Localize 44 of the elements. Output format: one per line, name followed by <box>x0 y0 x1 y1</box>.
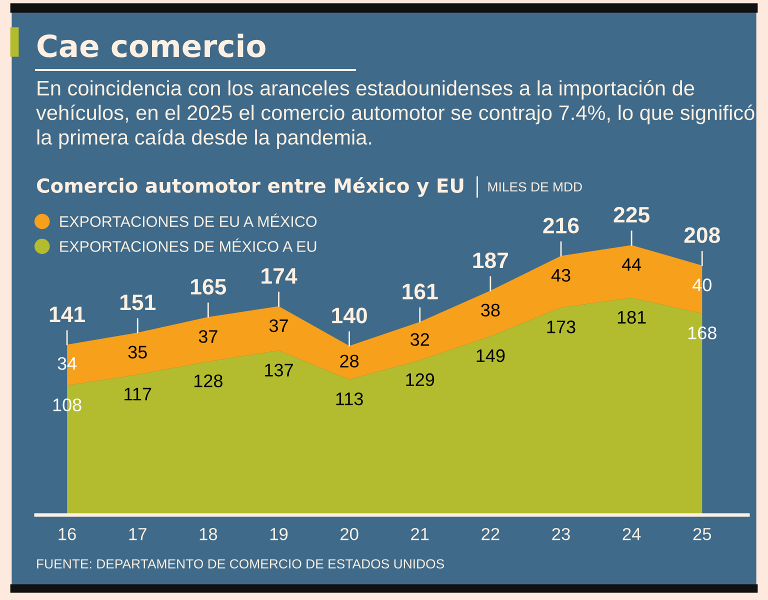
data-label: 137 <box>265 364 293 376</box>
data-label: 37 <box>269 319 288 332</box>
total-label: 225 <box>614 206 650 223</box>
total-label: 161 <box>402 284 438 300</box>
x-tick-label: 25 <box>693 528 712 540</box>
x-tick-label: 23 <box>552 528 570 540</box>
data-label: 128 <box>194 374 222 388</box>
data-label: 173 <box>547 320 576 334</box>
chart-subtitle: En coincidencia con los aranceles estadounidenses a la importación de vehículos, en el 2025 el comercio automotor se contrajo 7.4%, lo que significó la primera caída desde la pandemia. <box>36 80 754 149</box>
data-label: 28 <box>340 354 359 368</box>
total-label: 174 <box>262 268 298 284</box>
data-label: 37 <box>198 330 218 343</box>
x-tick-label: 22 <box>482 528 500 540</box>
data-label: 43 <box>551 268 570 282</box>
x-tick-label: 20 <box>340 528 358 540</box>
data-label: 108 <box>53 398 82 412</box>
data-label: 35 <box>128 346 147 358</box>
data-label: 181 <box>618 310 646 324</box>
data-label: 32 <box>410 333 430 346</box>
x-tick-label: 17 <box>129 528 146 540</box>
x-tick-label: 19 <box>270 528 288 540</box>
data-label: 129 <box>406 373 434 386</box>
data-label: 38 <box>481 304 500 317</box>
legend-label: EXPORTACIONES DE EU A MÉXICO <box>60 214 317 227</box>
chart-title: Cae comercio <box>38 34 266 58</box>
total-label: 187 <box>473 252 508 268</box>
total-label: 140 <box>332 308 367 324</box>
source-note: FUENTE: DEPARTAMENTO DE COMERCIO DE ESTADOS UNIDOS <box>37 559 444 569</box>
x-tick-label: 18 <box>200 528 218 540</box>
legend-label: EXPORTACIONES DE MÉXICO A EU <box>60 238 316 252</box>
total-label: 141 <box>50 306 85 322</box>
total-label: 165 <box>191 278 226 295</box>
data-label: 44 <box>622 258 642 271</box>
total-label: 216 <box>543 218 579 234</box>
x-tick-label: 21 <box>411 528 429 540</box>
total-label: 208 <box>684 227 720 244</box>
y-axis-title: MILES DE MDD <box>488 182 582 192</box>
text: Comercio automotor entre México y EU <box>36 177 464 197</box>
data-label: 149 <box>476 349 505 362</box>
data-label: 117 <box>124 388 152 400</box>
x-tick-label: 16 <box>58 528 76 540</box>
total-label: 151 <box>120 294 156 310</box>
data-label: 113 <box>336 392 363 406</box>
x-tick-label: 24 <box>622 528 641 540</box>
